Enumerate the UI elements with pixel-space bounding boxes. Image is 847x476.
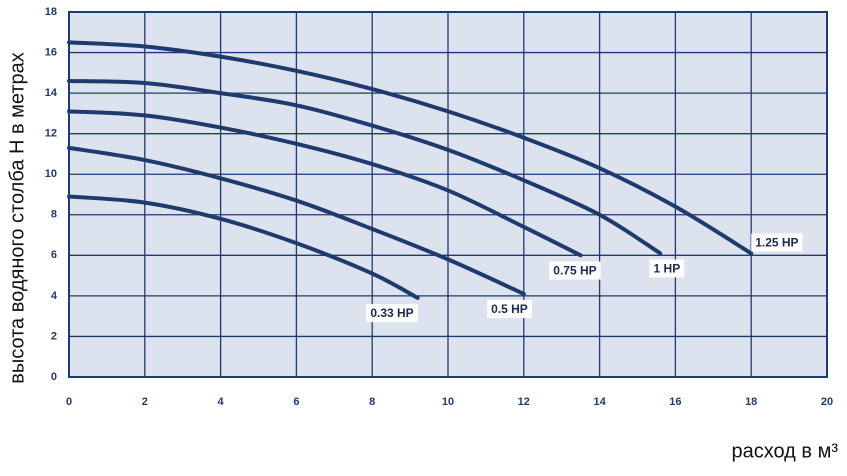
x-tick-label: 16 [669, 396, 681, 408]
x-tick-label: 10 [442, 396, 454, 408]
series-label-group: 0.33 HP [366, 304, 418, 323]
y-tick-label: 4 [51, 290, 58, 302]
label-box [751, 233, 803, 252]
y-axis-title: высота водяного столба Н в метрах [6, 52, 28, 384]
x-tick-label: 12 [518, 396, 530, 408]
plot-border [68, 11, 828, 378]
x-axis-title: расход в м³ [731, 440, 838, 462]
x-tick-label: 8 [369, 396, 375, 408]
pump-curve [67, 145, 526, 296]
label-box [487, 300, 532, 319]
series-label: 0.33 HP [370, 306, 413, 320]
label-box [366, 304, 418, 323]
y-tick-label: 8 [51, 209, 57, 221]
series-label: 0.75 HP [553, 264, 596, 278]
pump-curve [67, 109, 583, 258]
x-tick-label: 6 [293, 396, 299, 408]
series-label-group: 1 HP [649, 259, 685, 278]
x-tick-label: 20 [821, 396, 833, 408]
x-tick-label: 18 [745, 396, 757, 408]
pump-curve [67, 194, 420, 300]
y-tick-label: 16 [45, 46, 57, 58]
y-tick-label: 0 [51, 371, 57, 383]
label-box [549, 261, 601, 280]
y-tick-label: 6 [51, 249, 57, 261]
series-label: 1.25 HP [755, 235, 798, 249]
series-label-group: 0.75 HP [549, 261, 601, 280]
series-label: 1 HP [654, 261, 681, 275]
x-tick-label: 0 [66, 396, 72, 408]
pump-curve [67, 40, 754, 256]
series-label-group: 1.25 HP [751, 233, 803, 252]
series-label-group: 0.5 HP [487, 300, 532, 319]
x-tick-label: 4 [218, 396, 225, 408]
pump-curve [67, 78, 663, 256]
x-tick-label: 2 [142, 396, 148, 408]
series-label: 0.5 HP [491, 302, 528, 316]
y-tick-label: 2 [51, 330, 57, 342]
x-tick-label: 14 [593, 396, 606, 408]
y-tick-label: 14 [45, 87, 58, 99]
label-box [649, 259, 685, 278]
y-tick-label: 12 [45, 128, 57, 140]
y-tick-label: 10 [45, 168, 57, 180]
y-tick-label: 18 [45, 6, 57, 18]
